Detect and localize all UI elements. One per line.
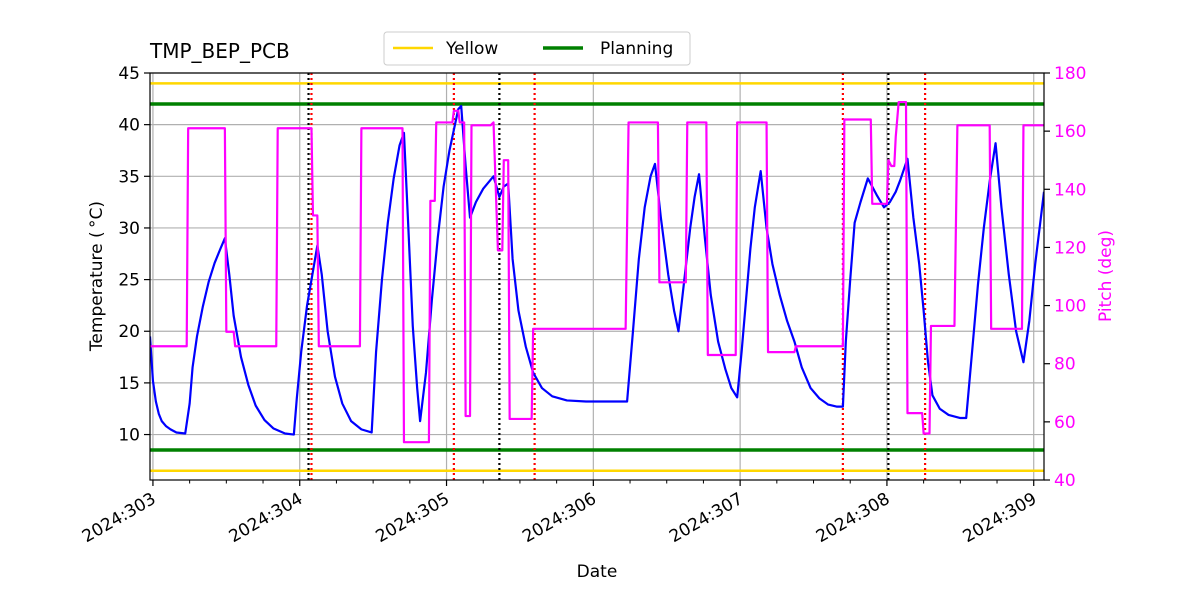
- y2-tick-label-4: 120: [1054, 238, 1086, 258]
- legend-label-yellow: Yellow: [445, 39, 498, 59]
- y2-tick-label-3: 100: [1054, 297, 1086, 317]
- y2-tick-label-1: 60: [1054, 413, 1076, 433]
- legend-label-planning: Planning: [600, 39, 673, 59]
- temperature-series-line: [150, 104, 1044, 436]
- y-tick-label-6: 40: [118, 116, 140, 136]
- series-layer: [150, 100, 1044, 444]
- x-axis-label: Date: [577, 562, 618, 582]
- y2-tick-label-0: 40: [1054, 471, 1076, 491]
- y-tick-label-0: 10: [118, 426, 140, 446]
- y2-axis-label: Pitch (deg): [1096, 230, 1116, 322]
- y2-tick-label-2: 80: [1054, 355, 1076, 375]
- plot-frame: [149, 72, 1045, 481]
- pitch-series-line: [150, 100, 1044, 444]
- y-tick-label-3: 25: [118, 271, 140, 291]
- legend-box: [383, 31, 691, 66]
- limit-lines: [150, 82, 1044, 472]
- y-tick-label-7: 45: [118, 64, 140, 84]
- y-axis-label: Temperature ( °C): [87, 201, 107, 352]
- y2-tick-label-6: 160: [1054, 122, 1086, 142]
- chart-title: TMP_BEP_PCB: [149, 39, 290, 63]
- legend: Yellow Planning: [383, 31, 691, 66]
- y2-tick-label-5: 140: [1054, 180, 1086, 200]
- y-tick-label-4: 30: [118, 219, 140, 239]
- y-tick-label-2: 20: [118, 322, 140, 342]
- y-tick-label-5: 35: [118, 167, 140, 187]
- y-tick-label-1: 15: [118, 374, 140, 394]
- y2-tick-label-7: 180: [1054, 64, 1086, 84]
